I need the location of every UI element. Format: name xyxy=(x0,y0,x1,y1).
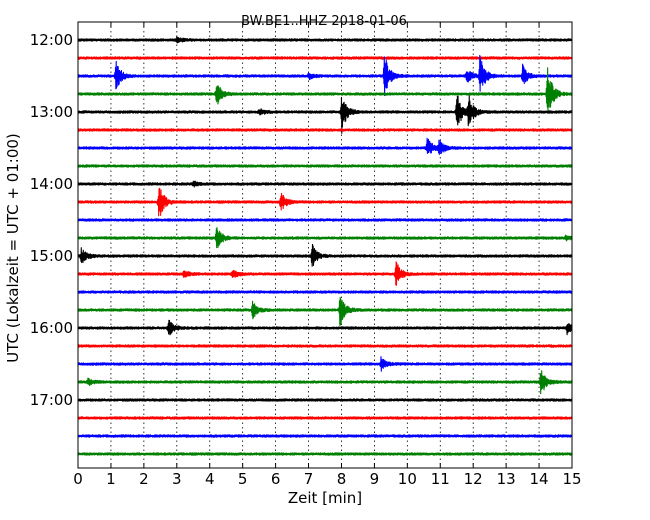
x-tick-label: 15 xyxy=(562,470,581,488)
y-tick-label: 14:00 xyxy=(30,175,73,193)
trace-1330 xyxy=(77,137,573,155)
x-tick-label: 11 xyxy=(431,470,450,488)
trace-1745 xyxy=(77,452,573,456)
x-tick-label: 4 xyxy=(205,470,215,488)
y-tick-label: 12:00 xyxy=(30,31,73,49)
x-tick-label: 7 xyxy=(304,470,314,488)
x-tick-label: 10 xyxy=(398,470,417,488)
trace-1615 xyxy=(77,344,573,348)
trace-1715 xyxy=(77,416,573,420)
trace-1430 xyxy=(77,218,573,222)
x-tick-label: 6 xyxy=(271,470,281,488)
trace-1215 xyxy=(77,56,573,60)
trace-1400 xyxy=(77,180,573,188)
x-tick-label: 8 xyxy=(337,470,347,488)
x-tick-label: 0 xyxy=(73,470,83,488)
x-tick-label: 5 xyxy=(238,470,248,488)
x-tick-label: 2 xyxy=(139,470,149,488)
x-tick-label: 1 xyxy=(106,470,116,488)
trace-1500 xyxy=(77,243,573,267)
y-tick-label: 17:00 xyxy=(30,391,73,409)
trace-1700 xyxy=(77,398,573,402)
x-tick-label: 14 xyxy=(530,470,549,488)
x-tick-label: 12 xyxy=(464,470,483,488)
x-tick-label: 13 xyxy=(497,470,516,488)
trace-1445 xyxy=(77,227,573,249)
trace-1245 xyxy=(77,67,573,115)
y-tick-label: 16:00 xyxy=(30,319,73,337)
trace-1200 xyxy=(77,35,573,44)
trace-1515 xyxy=(77,261,573,286)
axes: 0 1 2 3 4 5 6 7 8 9 10 11 12 13 14 1512:0013:0014:0015:… xyxy=(30,22,582,488)
trace-1300 xyxy=(77,95,573,134)
y-tick-label: 13:00 xyxy=(30,103,73,121)
y-tick-label: 15:00 xyxy=(30,247,73,265)
trace-1530 xyxy=(77,290,573,294)
x-tick-label: 9 xyxy=(370,470,380,488)
trace-1630 xyxy=(77,356,573,372)
trace-1345 xyxy=(77,164,573,168)
trace-1230 xyxy=(77,54,573,97)
trace-1645 xyxy=(77,370,573,395)
trace-1730 xyxy=(77,434,573,438)
trace-1315 xyxy=(77,128,573,132)
trace-1415 xyxy=(77,187,573,217)
trace-1600 xyxy=(77,319,573,336)
trace-1545 xyxy=(77,296,573,326)
x-tick-label: 3 xyxy=(172,470,182,488)
trace-group xyxy=(77,35,573,456)
plot-frame xyxy=(77,21,573,469)
y-axis-title: UTC (Lokalzeit = UTC + 01:00) xyxy=(4,133,22,363)
x-axis-title: Zeit [min] xyxy=(288,489,362,507)
